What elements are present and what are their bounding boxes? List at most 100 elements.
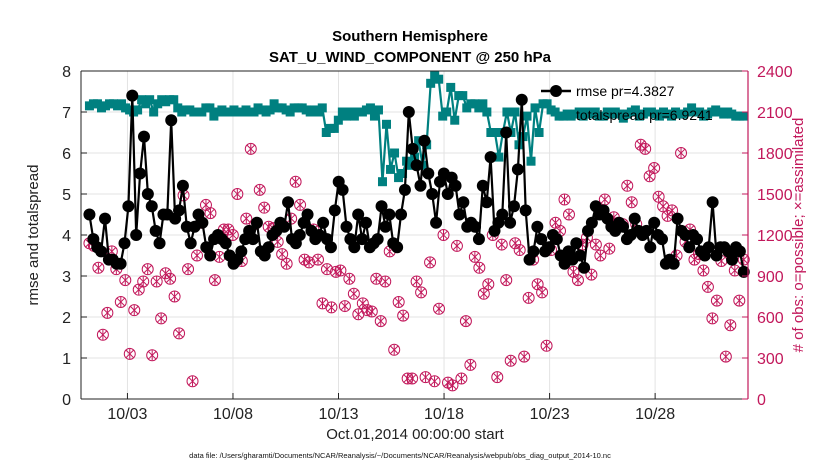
y-right-tick-label: 2400 bbox=[757, 64, 793, 81]
obs-assimilated-marker bbox=[641, 143, 650, 154]
obs-assimilated-marker bbox=[448, 380, 457, 391]
obs-possible-marker bbox=[137, 275, 150, 288]
obs-assimilated-marker bbox=[278, 249, 287, 260]
rmse-point bbox=[406, 142, 419, 155]
rmse-point bbox=[644, 241, 657, 254]
y-tick-label: 2 bbox=[62, 310, 71, 327]
obs-assimilated-marker bbox=[412, 276, 421, 287]
obs-assimilated-marker bbox=[148, 350, 157, 361]
obs-possible-marker bbox=[536, 286, 549, 299]
obs-assimilated-marker bbox=[403, 373, 412, 384]
obs-possible-marker bbox=[338, 300, 351, 313]
obs-possible-marker bbox=[303, 256, 316, 269]
obs-assimilated-marker bbox=[569, 266, 578, 277]
obs-possible-marker bbox=[509, 237, 522, 250]
totalspread-point bbox=[333, 115, 343, 125]
obs-assimilated-marker bbox=[470, 251, 480, 262]
totalspread-point bbox=[526, 156, 536, 166]
obs-assimilated-marker bbox=[533, 279, 542, 290]
rmse-point bbox=[118, 237, 131, 250]
rmse-point bbox=[371, 233, 384, 246]
totalspread-point bbox=[450, 115, 460, 125]
obs-assimilated-marker bbox=[246, 143, 255, 154]
obs-possible-marker bbox=[146, 349, 159, 362]
totalspread-point bbox=[390, 148, 400, 158]
obs-possible-marker bbox=[128, 304, 141, 317]
totalspread-point bbox=[365, 103, 375, 113]
x-tick-label: 10/23 bbox=[530, 406, 570, 423]
obs-possible-marker bbox=[477, 287, 490, 300]
rmse-point bbox=[531, 220, 544, 233]
rmse-point bbox=[383, 208, 396, 221]
obs-possible-marker bbox=[437, 229, 450, 241]
obs-possible-marker bbox=[424, 256, 437, 269]
obs-assimilated-marker bbox=[461, 316, 471, 327]
obs-assimilated-marker bbox=[542, 340, 551, 351]
rmse-point bbox=[496, 208, 509, 221]
obs-assimilated-marker bbox=[130, 305, 139, 316]
obs-assimilated-marker bbox=[215, 251, 224, 262]
obs-assimilated-marker bbox=[699, 265, 708, 276]
obs-assimilated-marker bbox=[537, 287, 547, 298]
rmse-point bbox=[535, 233, 548, 246]
totalspread-point bbox=[522, 111, 532, 121]
obs-possible-marker bbox=[356, 297, 369, 310]
y-tick-label: 8 bbox=[62, 64, 71, 81]
rmse-point bbox=[336, 183, 349, 196]
obs-possible-marker bbox=[625, 196, 638, 209]
x-axis-label: Oct.01,2014 00:00:00 start bbox=[326, 426, 504, 443]
totalspread-point bbox=[534, 128, 544, 137]
rmse-point bbox=[126, 89, 139, 102]
obs-assimilated-marker bbox=[340, 301, 350, 312]
obs-possible-marker bbox=[473, 261, 486, 274]
obs-possible-marker bbox=[513, 244, 526, 257]
obs-assimilated-marker bbox=[94, 262, 103, 273]
obs-possible-marker bbox=[253, 183, 266, 196]
x-tick-label: 10/13 bbox=[318, 406, 358, 423]
rmse-point bbox=[282, 196, 295, 209]
rmse-point bbox=[628, 212, 641, 225]
rmse-point bbox=[422, 167, 435, 180]
rmse-point bbox=[398, 183, 411, 196]
obs-possible-marker bbox=[482, 278, 495, 291]
rmse-point bbox=[141, 188, 154, 200]
obs-assimilated-marker bbox=[98, 329, 108, 340]
y-axis-label: rmse and totalspread bbox=[25, 165, 42, 306]
obs-possible-marker bbox=[397, 309, 410, 322]
obs-assimilated-marker bbox=[484, 279, 493, 290]
obs-assimilated-marker bbox=[358, 298, 367, 309]
series-lines bbox=[83, 70, 750, 278]
totalspread-point bbox=[373, 105, 383, 115]
obs-assimilated-marker bbox=[399, 310, 408, 321]
obs-assimilated-marker bbox=[676, 148, 686, 158]
rmse-point bbox=[691, 233, 704, 246]
obs-assimilated-marker bbox=[152, 276, 161, 287]
obs-assimilated-marker bbox=[394, 296, 403, 307]
obs-possible-marker bbox=[701, 280, 714, 293]
x-tick-label: 10/03 bbox=[107, 406, 147, 423]
rmse-point bbox=[95, 245, 108, 258]
rmse-point bbox=[706, 196, 719, 209]
obs-assimilated-marker bbox=[587, 269, 596, 280]
rmse-point bbox=[352, 208, 365, 221]
y-tick-label: 3 bbox=[62, 269, 71, 286]
obs-possible-marker bbox=[173, 327, 186, 340]
y-right-tick-label: 600 bbox=[757, 310, 784, 327]
obs-assimilated-marker bbox=[188, 376, 197, 387]
rmse-point bbox=[418, 134, 431, 147]
totalspread-point bbox=[502, 107, 512, 117]
obs-assimilated-marker bbox=[390, 344, 399, 355]
totalspread-point bbox=[265, 105, 275, 115]
obs-possible-marker bbox=[562, 208, 575, 221]
rmse-point bbox=[301, 208, 314, 221]
totalspread-point bbox=[494, 152, 504, 162]
obs-possible-marker bbox=[585, 268, 598, 281]
obs-assimilated-marker bbox=[434, 303, 444, 314]
totalspread-point bbox=[205, 103, 215, 113]
obs-possible-marker bbox=[518, 350, 531, 363]
obs-possible-marker bbox=[114, 295, 127, 308]
obs-possible-marker bbox=[706, 312, 719, 325]
obs-assimilated-marker bbox=[349, 288, 359, 299]
obs-assimilated-marker bbox=[726, 320, 735, 331]
rmse-point bbox=[293, 229, 306, 241]
